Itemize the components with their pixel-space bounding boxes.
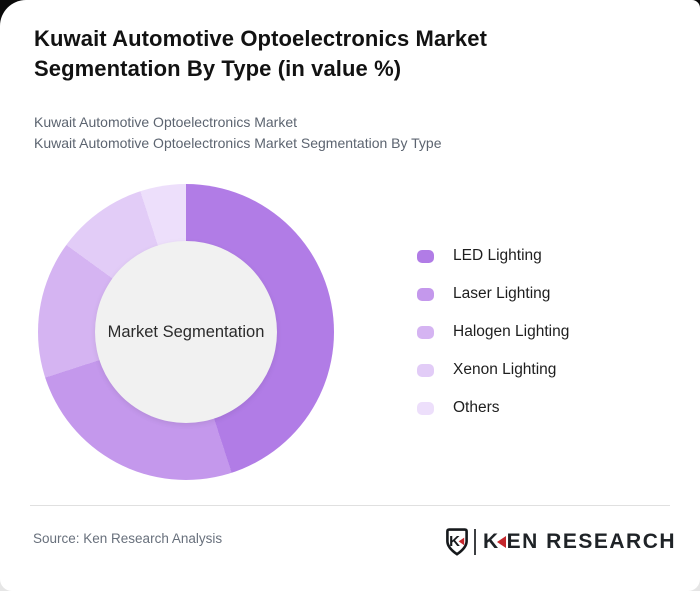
subtitle-line-1: Kuwait Automotive Optoelectronics Market	[34, 114, 298, 130]
donut-center: Market Segmentation	[95, 241, 277, 423]
legend-label: LED Lighting	[453, 247, 542, 264]
svg-text:K: K	[449, 533, 460, 550]
donut-center-label: Market Segmentation	[107, 322, 265, 341]
ken-research-logo: K K EN RESEARCH	[446, 527, 676, 557]
legend-swatch-others	[417, 401, 434, 415]
legend-swatch-halogen-lighting	[417, 325, 434, 339]
legend-swatch-led-lighting	[417, 249, 434, 263]
footer-divider	[30, 505, 670, 506]
brand-wordmark: K EN RESEARCH	[483, 530, 676, 554]
legend-item-led-lighting[interactable]: LED Lighting	[417, 247, 569, 264]
donut-ring[interactable]: Market Segmentation	[38, 184, 334, 480]
legend-item-laser-lighting[interactable]: Laser Lighting	[417, 285, 569, 302]
logo-divider-bar	[474, 529, 476, 555]
legend-label: Halogen Lighting	[453, 323, 570, 340]
legend-item-xenon-lighting[interactable]: Xenon Lighting	[417, 361, 569, 378]
shield-k-icon: K	[446, 528, 468, 556]
subtitle-line-2: Kuwait Automotive Optoelectronics Market…	[34, 135, 442, 151]
legend-swatch-laser-lighting	[417, 287, 434, 301]
chart-subtitles: Kuwait Automotive Optoelectronics Market…	[34, 112, 442, 154]
legend-item-halogen-lighting[interactable]: Halogen Lighting	[417, 323, 570, 340]
source-note: Source: Ken Research Analysis	[33, 531, 223, 546]
shield-red-triangle	[458, 537, 465, 546]
legend-label: Laser Lighting	[453, 285, 551, 302]
brand-red-triangle-icon	[496, 536, 506, 548]
donut-chart: Market Segmentation LED Lighting Laser L…	[0, 170, 700, 500]
page-title: Kuwait Automotive Optoelectronics Market…	[34, 26, 488, 81]
legend-label: Others	[453, 399, 500, 416]
legend-item-others[interactable]: Others	[417, 399, 569, 416]
chart-legend: LED Lighting Laser Lighting Halogen Ligh…	[417, 247, 570, 416]
legend-swatch-xenon-lighting	[417, 363, 434, 377]
brand-rest-text: EN RESEARCH	[506, 530, 677, 553]
brand-k-letter: K	[483, 530, 500, 553]
legend-label: Xenon Lighting	[453, 361, 557, 378]
